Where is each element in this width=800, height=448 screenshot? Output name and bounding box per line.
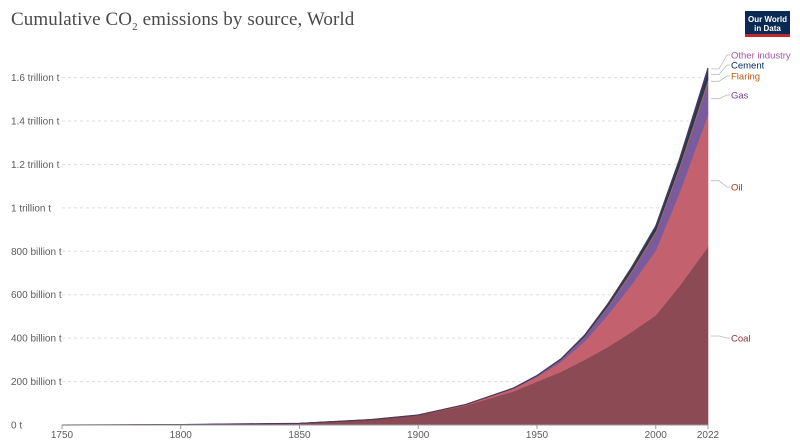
- y-tick-label: 1 trillion t: [11, 203, 51, 214]
- x-tick-label: 2022: [697, 430, 720, 441]
- series-label: Oil: [731, 183, 743, 194]
- chart-title: Cumulative CO2 emissions by source, Worl…: [11, 9, 355, 33]
- series-label: Coal: [731, 334, 751, 345]
- leader-line: [711, 335, 730, 339]
- y-tick-label: 600 billion t: [11, 290, 62, 301]
- leader-line: [711, 54, 730, 70]
- y-tick-label: 400 billion t: [11, 334, 62, 345]
- series-label: Flaring: [731, 72, 760, 83]
- y-tick-label: 800 billion t: [11, 247, 62, 258]
- y-tick-label: 1.6 trillion t: [11, 73, 60, 84]
- series-label: Cement: [731, 61, 765, 72]
- area-layer: [61, 67, 709, 426]
- leader-line: [711, 64, 730, 75]
- series-label: Gas: [731, 91, 749, 102]
- x-tick-label: 1950: [526, 430, 549, 441]
- leader-line: [711, 180, 730, 188]
- owid-logo[interactable]: Our World in Data: [745, 11, 790, 37]
- y-tick-label: 0 t: [11, 421, 22, 432]
- y-tick-label: 1.2 trillion t: [11, 160, 60, 171]
- x-tick-label: 2000: [645, 430, 668, 441]
- x-tick-label: 1850: [288, 430, 311, 441]
- leader-line: [711, 75, 730, 82]
- x-tick-label: 1800: [170, 430, 193, 441]
- y-tick-label: 200 billion t: [11, 377, 62, 388]
- axis-layer: 0 t 200 billion t 400 billion t 600 billion…: [11, 73, 720, 441]
- y-tick-label: 1.4 trillion t: [11, 117, 60, 128]
- leader-line: [711, 94, 730, 100]
- series-label: Other industry: [731, 51, 791, 62]
- x-tick-label: 1750: [51, 430, 74, 441]
- x-tick-label: 1900: [407, 430, 430, 441]
- total-outline: [61, 67, 709, 426]
